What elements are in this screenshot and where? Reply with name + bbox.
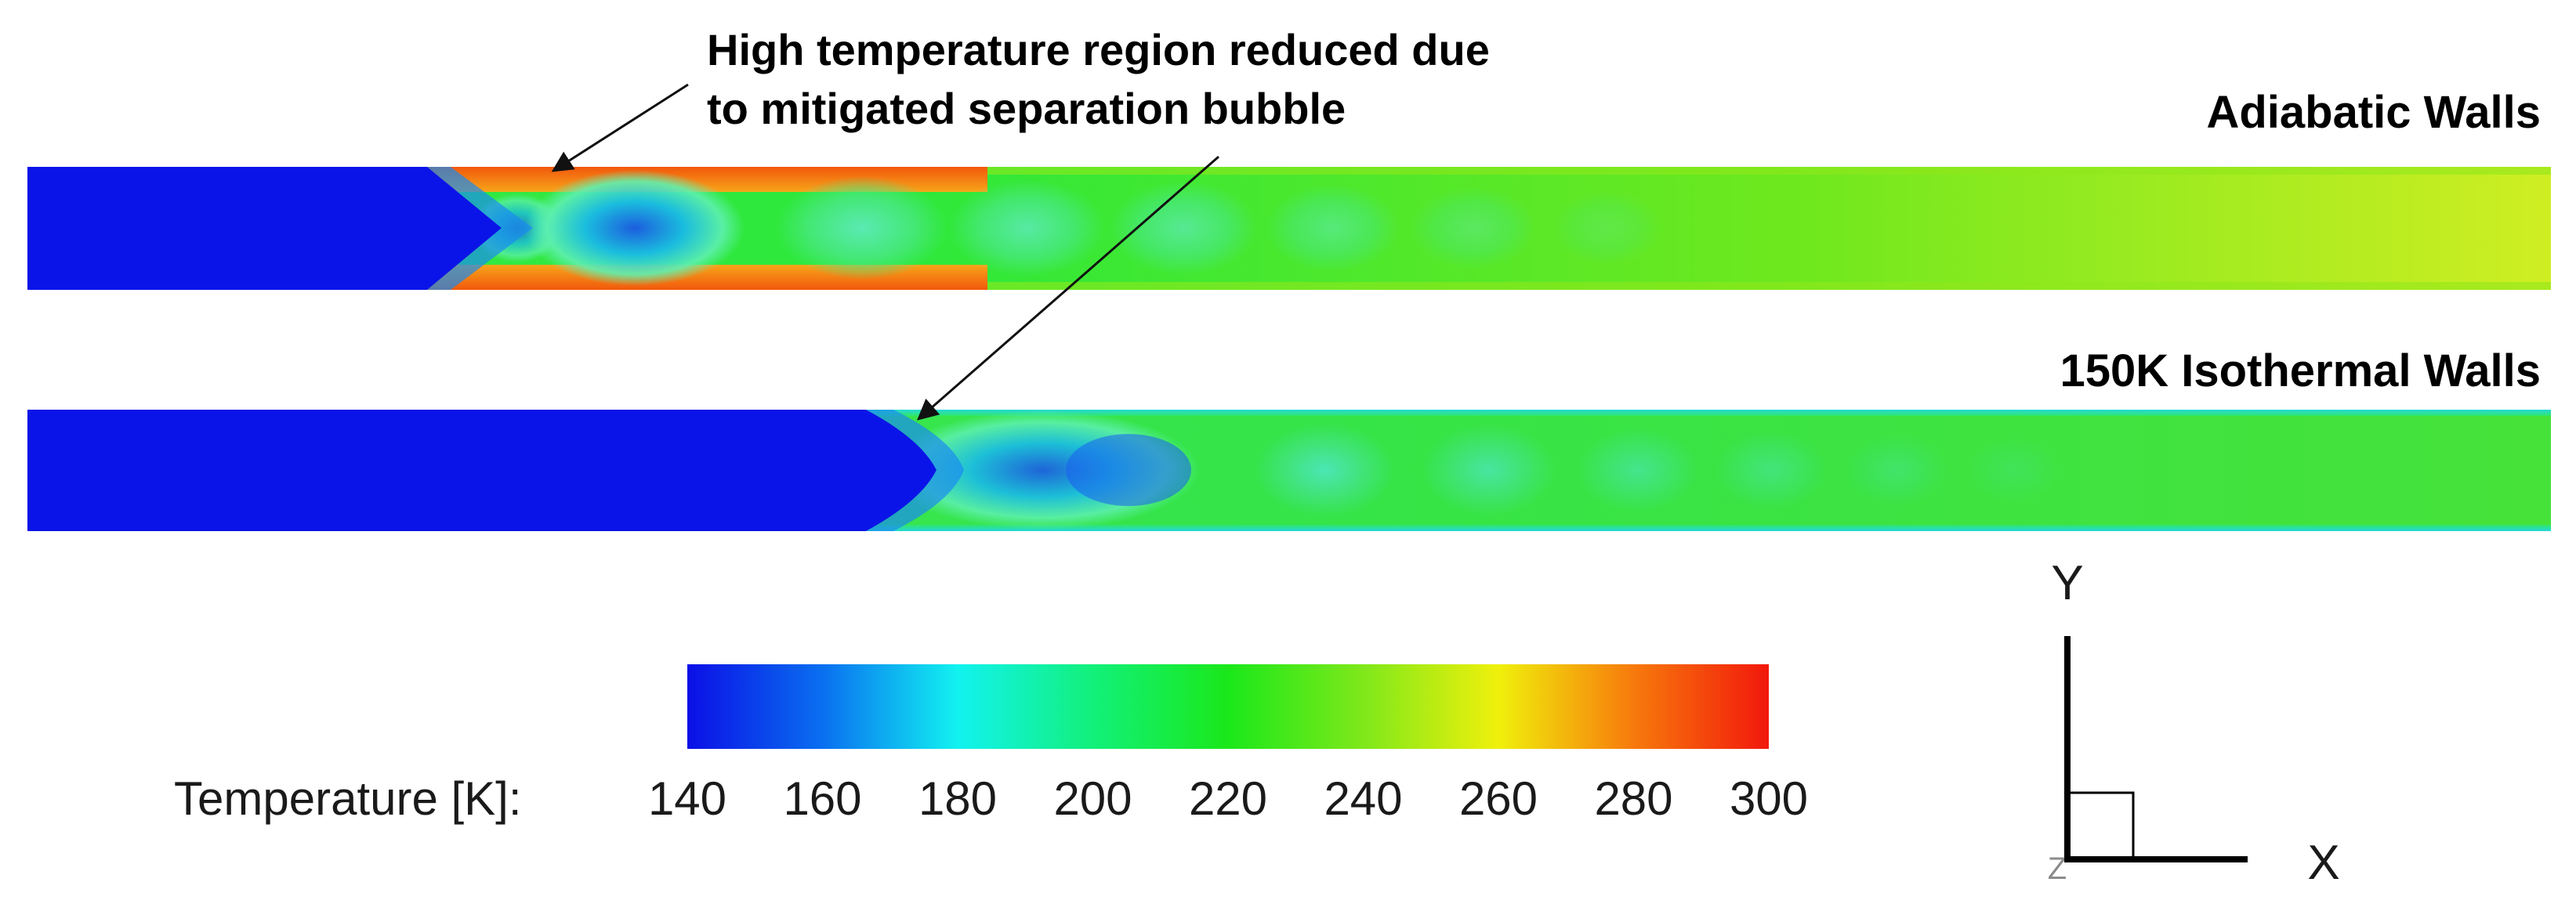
colorbar-gradient <box>687 664 1769 749</box>
colorbar-title: Temperature [K]: <box>174 772 522 825</box>
axis-triad: Y X Z <box>2048 556 2340 890</box>
panel-label-isothermal: 150K Isothermal Walls <box>2060 345 2541 396</box>
triad-z-label: Z <box>2048 851 2067 886</box>
annotation-arrow-isothermal <box>916 155 1219 421</box>
colorbar-tick-label: 180 <box>918 772 997 825</box>
colorbar-tick-label: 160 <box>783 772 861 825</box>
annotation-line-1: High temperature region reduced due <box>707 25 1490 74</box>
triad-box <box>2066 791 2135 861</box>
annotation-arrow-adiabatic <box>551 83 689 172</box>
colorbar-tick-label: 260 <box>1459 772 1538 825</box>
panel-label-adiabatic: Adiabatic Walls <box>2206 87 2541 138</box>
contour-isothermal <box>27 410 2551 531</box>
colorbar-ticks: 140 160 180 200 220 240 260 280 300 <box>648 772 1808 825</box>
colorbar-tick-label: 280 <box>1594 772 1672 825</box>
colorbar-tick-label: 200 <box>1053 772 1132 825</box>
colorbar-tick-label: 240 <box>1324 772 1402 825</box>
colorbar-tick-label: 140 <box>648 772 726 825</box>
contour-adiabatic <box>27 167 2551 290</box>
annotation-line-2: to mitigated separation bubble <box>707 84 1346 133</box>
triad-y-label: Y <box>2051 556 2083 610</box>
colorbar-tick-label: 220 <box>1189 772 1267 825</box>
triad-x-label: X <box>2307 836 2339 890</box>
colorbar-tick-label: 300 <box>1730 772 1808 825</box>
